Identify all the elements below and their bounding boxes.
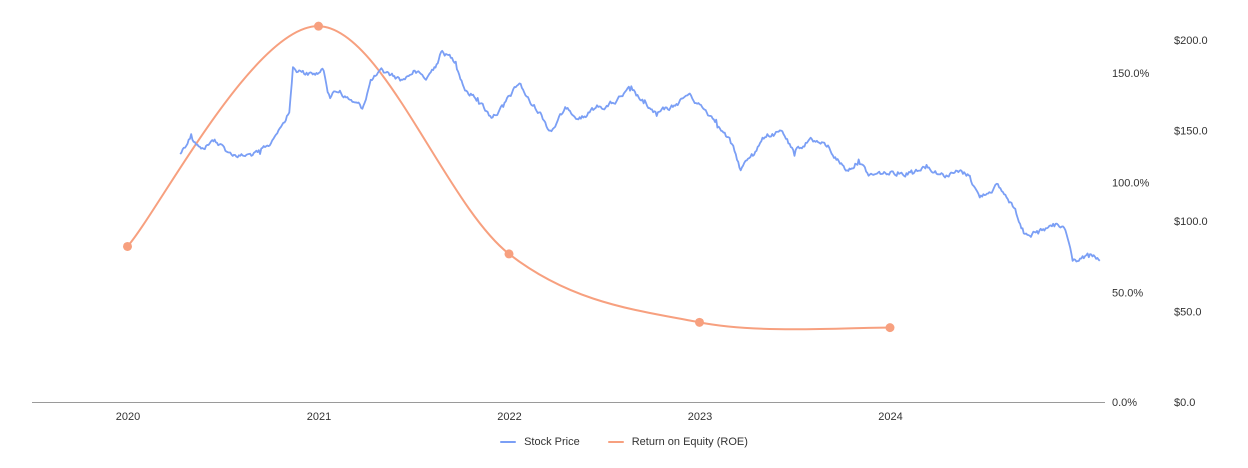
y-right-tick-label: $50.0 bbox=[1174, 307, 1202, 319]
y-left-tick-label: 150.0% bbox=[1112, 68, 1150, 80]
y-right-tick-label: $150.0 bbox=[1174, 126, 1208, 138]
x-tick-label: 2022 bbox=[497, 411, 521, 423]
y-right-tick-label: $100.0 bbox=[1174, 216, 1208, 228]
legend-item-roe[interactable]: Return on Equity (ROE) bbox=[607, 436, 748, 448]
legend: Stock Price Return on Equity (ROE) bbox=[0, 436, 1248, 448]
x-tick-label: 2023 bbox=[688, 411, 712, 423]
roe-point[interactable] bbox=[123, 241, 133, 251]
legend-swatch-stock-price bbox=[500, 441, 517, 443]
stock-price-series-layer bbox=[179, 49, 1101, 263]
x-tick-label: 2021 bbox=[307, 411, 331, 423]
roe-point[interactable] bbox=[504, 249, 514, 259]
y-left-tick-label: 100.0% bbox=[1112, 178, 1150, 190]
legend-swatch-roe bbox=[607, 441, 624, 443]
y-right-tick-label: $200.0 bbox=[1174, 35, 1208, 47]
legend-item-stock-price[interactable]: Stock Price bbox=[500, 436, 580, 448]
x-tick-label: 2024 bbox=[878, 411, 902, 423]
y-left-tick-label: 0.0% bbox=[1112, 397, 1137, 409]
roe-line bbox=[126, 25, 891, 331]
axes-layer: 2020 2021 2022 2023 2024 0.0% 50.0% 100.0% 150.0… bbox=[32, 35, 1208, 423]
roe-point[interactable] bbox=[314, 21, 324, 31]
y-left-tick-label: 50.0% bbox=[1112, 287, 1143, 299]
legend-label-roe: Return on Equity (ROE) bbox=[631, 436, 748, 448]
y-right-tick-label: $0.0 bbox=[1174, 397, 1195, 409]
roe-point[interactable] bbox=[885, 323, 895, 333]
stock-price-line bbox=[179, 49, 1101, 263]
roe-series-layer bbox=[123, 21, 895, 333]
x-tick-label: 2020 bbox=[116, 411, 140, 423]
roe-point[interactable] bbox=[694, 317, 704, 327]
legend-label-stock-price: Stock Price bbox=[524, 436, 580, 448]
